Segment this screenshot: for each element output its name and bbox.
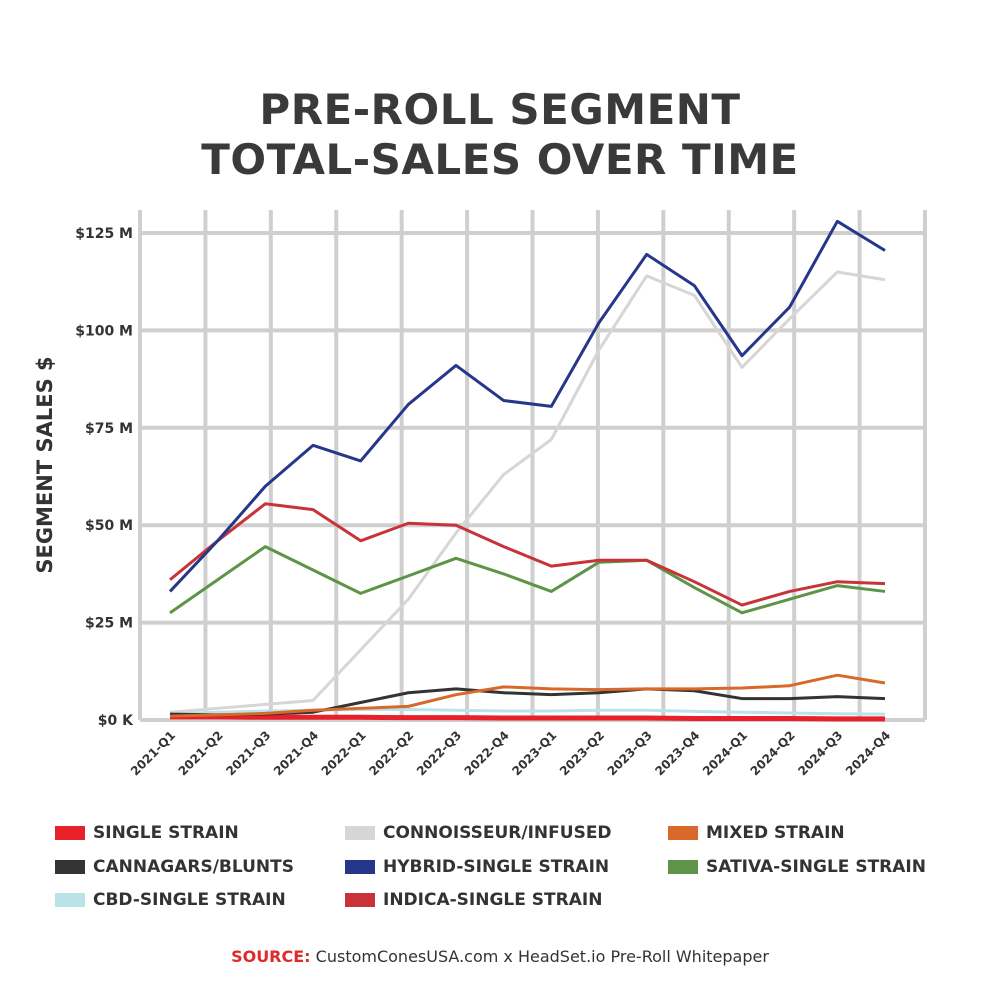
legend-label: SINGLE STRAIN [93, 823, 239, 843]
legend-label: CONNOISSEUR/INFUSED [383, 823, 612, 843]
series-line [169, 270, 886, 714]
chart-title-line-2: TOTAL-SALES OVER TIME [201, 135, 799, 184]
x-tick-label: 2021-Q3 [223, 728, 273, 778]
chart-title-line-1: PRE-ROLL SEGMENT [259, 85, 741, 134]
x-tick-label: 2023-Q2 [557, 728, 607, 778]
y-tick-label: $50 M [85, 518, 133, 534]
legend-label: CANNAGARS/BLUNTS [93, 857, 294, 877]
legend-item: HYBRID-SINGLE STRAIN [345, 857, 609, 877]
y-tick-label: $100 M [75, 323, 133, 339]
x-tick-label: 2022-Q3 [414, 728, 464, 778]
series-sativa-single-strain [169, 545, 886, 615]
legend-label: HYBRID-SINGLE STRAIN [383, 857, 610, 877]
series-line [168, 219, 886, 593]
x-tick-label: 2024-Q1 [700, 728, 750, 778]
series-mixed-strain [169, 673, 886, 718]
x-tick-label: 2022-Q1 [319, 728, 369, 778]
legend-item: CONNOISSEUR/INFUSED [345, 823, 612, 843]
legend-swatch [668, 826, 698, 840]
x-tick-label: 2021-Q4 [271, 728, 321, 778]
x-tick-label: 2022-Q2 [366, 728, 416, 778]
x-tick-label: 2024-Q3 [795, 728, 845, 778]
x-tick-label: 2021-Q1 [128, 728, 178, 778]
y-tick-label: $75 M [85, 421, 133, 437]
x-tick-label: 2023-Q4 [652, 728, 702, 778]
x-tick-label: 2023-Q1 [509, 728, 559, 778]
legend-swatch [55, 826, 85, 840]
series-hybrid-single-strain [168, 219, 886, 593]
x-tick-label: 2023-Q3 [605, 728, 655, 778]
x-tick-label: 2024-Q4 [843, 728, 893, 778]
series-line [169, 673, 886, 718]
legend-label: CBD-SINGLE STRAIN [93, 890, 286, 910]
series-line [169, 502, 886, 607]
legend-item: CANNAGARS/BLUNTS [55, 857, 294, 877]
legend-label: SATIVA-SINGLE STRAIN [706, 857, 926, 877]
legend-label: MIXED STRAIN [706, 823, 845, 843]
x-tick-label: 2021-Q2 [176, 728, 226, 778]
source-label: SOURCE: [231, 947, 311, 966]
y-tick-label: $25 M [85, 616, 133, 632]
legend-swatch [345, 860, 375, 874]
series-line [170, 714, 885, 722]
series-connoisseur-infused [169, 270, 886, 714]
legend-swatch [345, 893, 375, 907]
series-line [169, 545, 886, 615]
y-tick-label: $0 K [98, 713, 134, 729]
x-tick-label: 2024-Q2 [748, 728, 798, 778]
legend-item: MIXED STRAIN [668, 823, 845, 843]
legend-item: SINGLE STRAIN [55, 823, 239, 843]
series-single-strain [169, 714, 886, 722]
legend-swatch [55, 893, 85, 907]
source-note: SOURCE: CustomConesUSA.com x HeadSet.io … [0, 947, 1000, 966]
legend-swatch [345, 826, 375, 840]
legend-swatch [55, 860, 85, 874]
legend-item: SATIVA-SINGLE STRAIN [668, 857, 926, 877]
source-text: CustomConesUSA.com x HeadSet.io Pre-Roll… [310, 947, 769, 966]
legend-swatch [668, 860, 698, 874]
legend-item: CBD-SINGLE STRAIN [55, 890, 286, 910]
y-tick-label: $125 M [75, 226, 133, 242]
x-tick-label: 2022-Q4 [462, 728, 512, 778]
y-axis-label: SEGMENT SALES $ [33, 356, 57, 573]
line-chart: $0 K $25 M $50 M $75 M $100 M $125 M SEGMENT S… [33, 210, 927, 778]
series-indica-single-strain [169, 502, 886, 607]
legend-item: INDICA-SINGLE STRAIN [345, 890, 602, 910]
legend-label: INDICA-SINGLE STRAIN [383, 890, 603, 910]
